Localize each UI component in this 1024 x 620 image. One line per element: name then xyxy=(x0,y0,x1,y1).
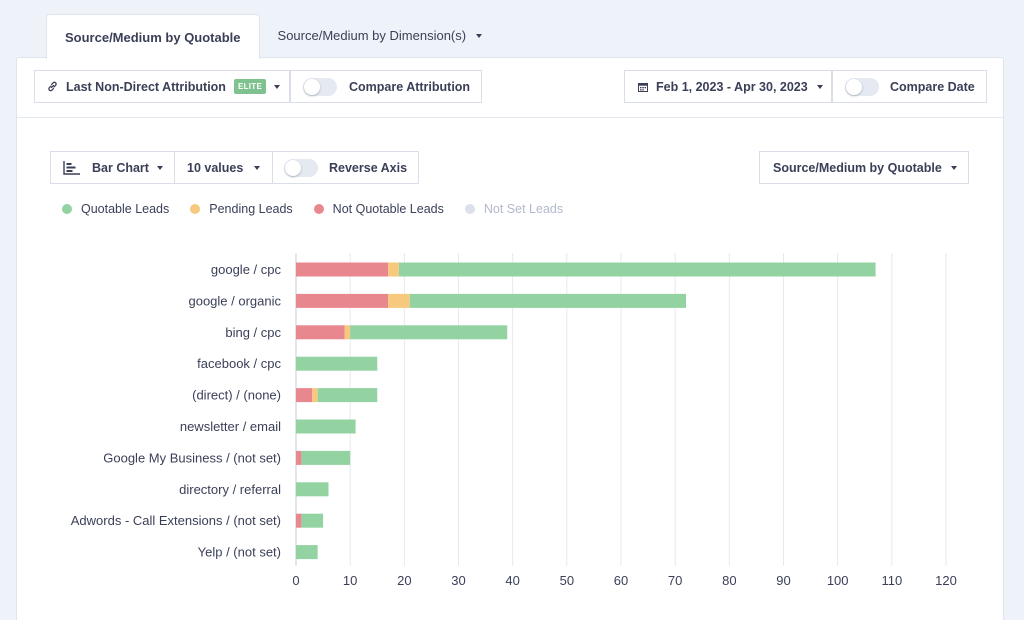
x-tick-label: 100 xyxy=(827,573,849,588)
category-label: newsletter / email xyxy=(180,419,281,434)
x-tick-label: 120 xyxy=(935,573,957,588)
bar-segment-quotable[interactable] xyxy=(398,262,876,277)
bar-segment-not-quotable[interactable] xyxy=(296,450,302,465)
report-toolbar: Last Non-Direct Attribution ELITE Compar… xyxy=(17,58,1003,118)
bar-segment-quotable[interactable] xyxy=(317,388,378,403)
bar-segment-quotable[interactable] xyxy=(301,450,351,465)
compare-date-label: Compare Date xyxy=(890,79,975,94)
compare-attribution-label: Compare Attribution xyxy=(349,79,471,94)
compare-attribution-toggle[interactable]: Compare Attribution xyxy=(290,70,482,103)
chart-type-dropdown[interactable]: Bar Chart xyxy=(50,151,175,184)
tab-source-medium-by-quotable[interactable]: Source/Medium by Quotable xyxy=(46,14,260,59)
bar-segment-quotable[interactable] xyxy=(296,482,329,497)
chevron-down-icon xyxy=(950,165,957,170)
grouping-dropdown[interactable]: Source/Medium by Quotable xyxy=(759,151,969,184)
x-tick-label: 30 xyxy=(451,573,465,588)
bar-segment-not-quotable[interactable] xyxy=(296,293,389,308)
legend-label: Not Set Leads xyxy=(483,202,564,216)
legend-dot-not-set xyxy=(464,204,475,214)
bar-segment-pending[interactable] xyxy=(344,325,351,340)
bar-chart-icon xyxy=(63,160,80,175)
x-tick-label: 40 xyxy=(505,573,519,588)
reverse-axis-toggle[interactable]: Reverse Axis xyxy=(272,151,419,184)
legend-dot-not-quotable xyxy=(313,204,324,214)
bar-segment-quotable[interactable] xyxy=(301,513,324,528)
legend-item-quotable[interactable]: Quotable Leads xyxy=(62,202,169,216)
toggle-switch[interactable] xyxy=(284,158,318,177)
legend-item-pending[interactable]: Pending Leads xyxy=(190,202,293,216)
category-label: Google My Business / (not set) xyxy=(103,450,281,465)
x-tick-label: 10 xyxy=(343,573,357,588)
category-label: facebook / cpc xyxy=(197,356,281,371)
report-panel: Last Non-Direct Attribution ELITE Compar… xyxy=(16,57,1004,620)
attribution-label: Last Non-Direct Attribution xyxy=(66,79,226,94)
bar-segment-pending[interactable] xyxy=(388,293,410,308)
tab-source-medium-by-dimension[interactable]: Source/Medium by Dimension(s) xyxy=(260,14,501,57)
legend-label: Quotable Leads xyxy=(81,202,170,216)
tab-label: Source/Medium by Dimension(s) xyxy=(277,28,467,43)
category-label: google / organic xyxy=(188,293,281,308)
chart-type-label: Bar Chart xyxy=(92,160,149,175)
category-label: bing / cpc xyxy=(225,325,281,340)
date-range-label: Feb 1, 2023 - Apr 30, 2023 xyxy=(656,79,808,94)
legend-label: Pending Leads xyxy=(209,202,293,216)
x-tick-label: 80 xyxy=(722,573,736,588)
values-count-label: 10 values xyxy=(187,160,244,175)
toggle-switch[interactable] xyxy=(303,77,337,96)
chart-legend: Quotable Leads Pending Leads Not Quotabl… xyxy=(62,202,584,216)
category-label: google / cpc xyxy=(211,262,282,277)
legend-item-not-set[interactable]: Not Set Leads xyxy=(464,202,564,216)
grouping-label: Source/Medium by Quotable xyxy=(773,160,942,175)
bar-segment-pending[interactable] xyxy=(312,388,318,403)
link-icon xyxy=(48,81,57,92)
toggle-switch[interactable] xyxy=(845,77,879,96)
legend-item-not-quotable[interactable]: Not Quotable Leads xyxy=(313,202,444,216)
x-tick-label: 60 xyxy=(614,573,628,588)
bar-segment-quotable[interactable] xyxy=(409,293,686,308)
bar-segment-pending[interactable] xyxy=(388,262,399,277)
calendar-icon xyxy=(638,82,648,92)
legend-label: Not Quotable Leads xyxy=(332,202,444,216)
elite-badge: ELITE xyxy=(233,79,267,94)
category-label: Adwords - Call Extensions / (not set) xyxy=(71,513,281,528)
category-label: Yelp / (not set) xyxy=(198,545,281,560)
bar-segment-quotable[interactable] xyxy=(296,419,356,434)
bar-segment-quotable[interactable] xyxy=(350,325,508,340)
bar-segment-not-quotable[interactable] xyxy=(296,262,389,277)
values-count-dropdown[interactable]: 10 values xyxy=(174,151,273,184)
chevron-down-icon xyxy=(156,165,163,170)
bar-segment-not-quotable[interactable] xyxy=(296,325,345,340)
x-tick-label: 110 xyxy=(881,573,902,588)
category-label: (direct) / (none) xyxy=(192,388,281,403)
bar-segment-not-quotable[interactable] xyxy=(296,388,313,403)
chevron-down-icon xyxy=(816,84,823,89)
chevron-down-icon xyxy=(476,33,483,38)
bar-segment-quotable[interactable] xyxy=(296,356,378,371)
x-tick-label: 0 xyxy=(292,573,299,588)
reverse-axis-label: Reverse Axis xyxy=(329,160,408,175)
x-tick-label: 90 xyxy=(776,573,790,588)
attribution-dropdown[interactable]: Last Non-Direct Attribution ELITE xyxy=(34,70,290,103)
date-range-picker[interactable]: Feb 1, 2023 - Apr 30, 2023 xyxy=(624,70,832,103)
legend-dot-quotable xyxy=(62,204,72,214)
tab-label: Source/Medium by Quotable xyxy=(65,29,241,45)
legend-dot-pending xyxy=(190,204,201,214)
category-label: directory / referral xyxy=(179,482,281,497)
chevron-down-icon xyxy=(274,84,281,89)
chevron-down-icon xyxy=(254,165,261,170)
bar-segment-not-quotable[interactable] xyxy=(296,513,302,528)
tab-bar: Source/Medium by Quotable Source/Medium … xyxy=(46,14,501,59)
x-tick-label: 50 xyxy=(560,573,574,588)
bar-segment-quotable[interactable] xyxy=(296,545,318,560)
x-tick-label: 20 xyxy=(397,573,411,588)
compare-date-toggle[interactable]: Compare Date xyxy=(832,70,987,103)
x-tick-label: 70 xyxy=(668,573,682,588)
